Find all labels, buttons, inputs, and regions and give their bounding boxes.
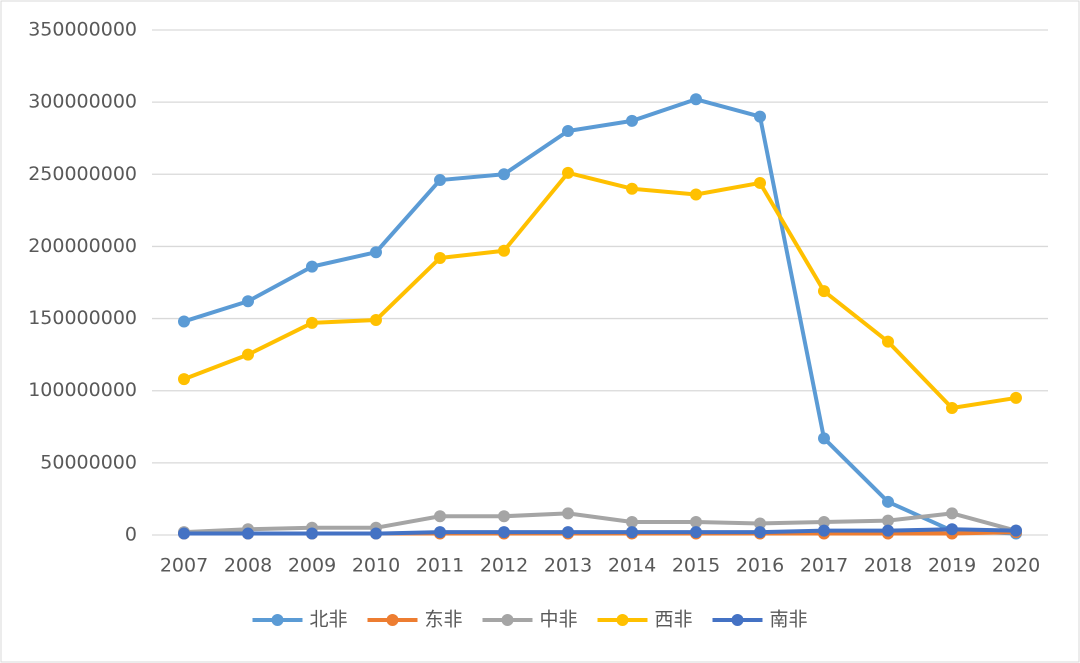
y-tick-label: 200000000 bbox=[28, 235, 137, 257]
y-tick-label: 0 bbox=[125, 524, 137, 546]
data-point bbox=[690, 526, 702, 539]
y-tick-label: 50000000 bbox=[40, 451, 137, 473]
y-tick-label: 350000000 bbox=[28, 19, 137, 41]
data-point bbox=[498, 244, 510, 257]
data-point bbox=[818, 285, 830, 298]
legend-marker bbox=[731, 614, 744, 626]
data-point bbox=[562, 507, 574, 520]
legend-marker bbox=[616, 614, 629, 626]
data-point bbox=[882, 514, 894, 527]
data-point bbox=[1010, 391, 1022, 404]
data-point bbox=[178, 373, 190, 386]
series-line bbox=[184, 527, 1017, 536]
data-point bbox=[882, 524, 894, 537]
data-point bbox=[306, 316, 318, 329]
data-point bbox=[946, 507, 958, 520]
data-point bbox=[306, 260, 318, 273]
legend-label: 中非 bbox=[540, 609, 578, 631]
data-point bbox=[498, 526, 510, 539]
x-tick-label: 2014 bbox=[608, 555, 656, 577]
data-point bbox=[434, 251, 446, 264]
data-point bbox=[754, 517, 766, 530]
data-point bbox=[626, 114, 638, 127]
data-point bbox=[562, 125, 574, 137]
x-tick-label: 2010 bbox=[352, 555, 400, 577]
y-tick-label: 300000000 bbox=[28, 91, 137, 113]
data-point bbox=[882, 495, 894, 508]
x-tick-label: 2013 bbox=[544, 555, 592, 577]
data-point bbox=[306, 527, 318, 540]
series-line bbox=[183, 511, 1017, 535]
data-point bbox=[626, 182, 638, 195]
x-tick-label: 2009 bbox=[288, 555, 336, 577]
data-point bbox=[562, 526, 574, 539]
series-line bbox=[183, 97, 1017, 536]
y-tick-label: 250000000 bbox=[28, 163, 137, 185]
data-point bbox=[434, 526, 446, 539]
legend-marker bbox=[271, 614, 284, 626]
data-point bbox=[754, 526, 766, 539]
data-point bbox=[242, 527, 254, 540]
data-point bbox=[818, 432, 830, 445]
legend-label: 西非 bbox=[655, 609, 693, 631]
data-point bbox=[370, 527, 382, 540]
x-tick-label: 2011 bbox=[416, 555, 464, 577]
data-point bbox=[626, 516, 638, 529]
legend-marker bbox=[386, 614, 399, 626]
data-point bbox=[498, 168, 510, 181]
legend-label: 东非 bbox=[425, 609, 463, 631]
data-point bbox=[434, 510, 446, 523]
x-tick-label: 2008 bbox=[224, 555, 272, 577]
data-point bbox=[690, 188, 702, 201]
data-point bbox=[946, 402, 958, 415]
data-point bbox=[818, 516, 830, 529]
data-point bbox=[242, 295, 254, 308]
x-tick-label: 2020 bbox=[992, 555, 1040, 577]
x-tick-label: 2018 bbox=[864, 555, 912, 577]
x-tick-label: 2012 bbox=[480, 555, 528, 577]
data-point bbox=[1010, 524, 1022, 537]
data-point bbox=[690, 93, 702, 106]
data-point bbox=[754, 176, 766, 189]
data-point bbox=[946, 523, 958, 536]
x-tick-label: 2017 bbox=[800, 555, 848, 577]
x-tick-label: 2007 bbox=[160, 555, 208, 577]
data-point bbox=[754, 110, 766, 123]
data-point bbox=[498, 510, 510, 523]
data-point bbox=[882, 335, 894, 348]
x-tick-label: 2016 bbox=[736, 555, 784, 577]
x-tick-label: 2019 bbox=[928, 555, 976, 577]
legend-label: 北非 bbox=[310, 609, 348, 631]
x-tick-label: 2015 bbox=[672, 555, 720, 577]
data-point bbox=[178, 315, 190, 328]
legend-marker bbox=[501, 614, 514, 626]
data-point bbox=[178, 527, 190, 540]
data-point bbox=[626, 526, 638, 539]
y-tick-label: 150000000 bbox=[28, 307, 137, 329]
data-point bbox=[434, 174, 446, 187]
data-point bbox=[690, 516, 702, 529]
series-line bbox=[183, 170, 1017, 411]
data-point bbox=[562, 166, 574, 179]
legend-label: 南非 bbox=[770, 609, 808, 631]
data-point bbox=[818, 524, 830, 537]
data-point bbox=[370, 314, 382, 327]
y-tick-label: 100000000 bbox=[28, 379, 137, 401]
data-point bbox=[242, 348, 254, 361]
data-point bbox=[370, 246, 382, 259]
